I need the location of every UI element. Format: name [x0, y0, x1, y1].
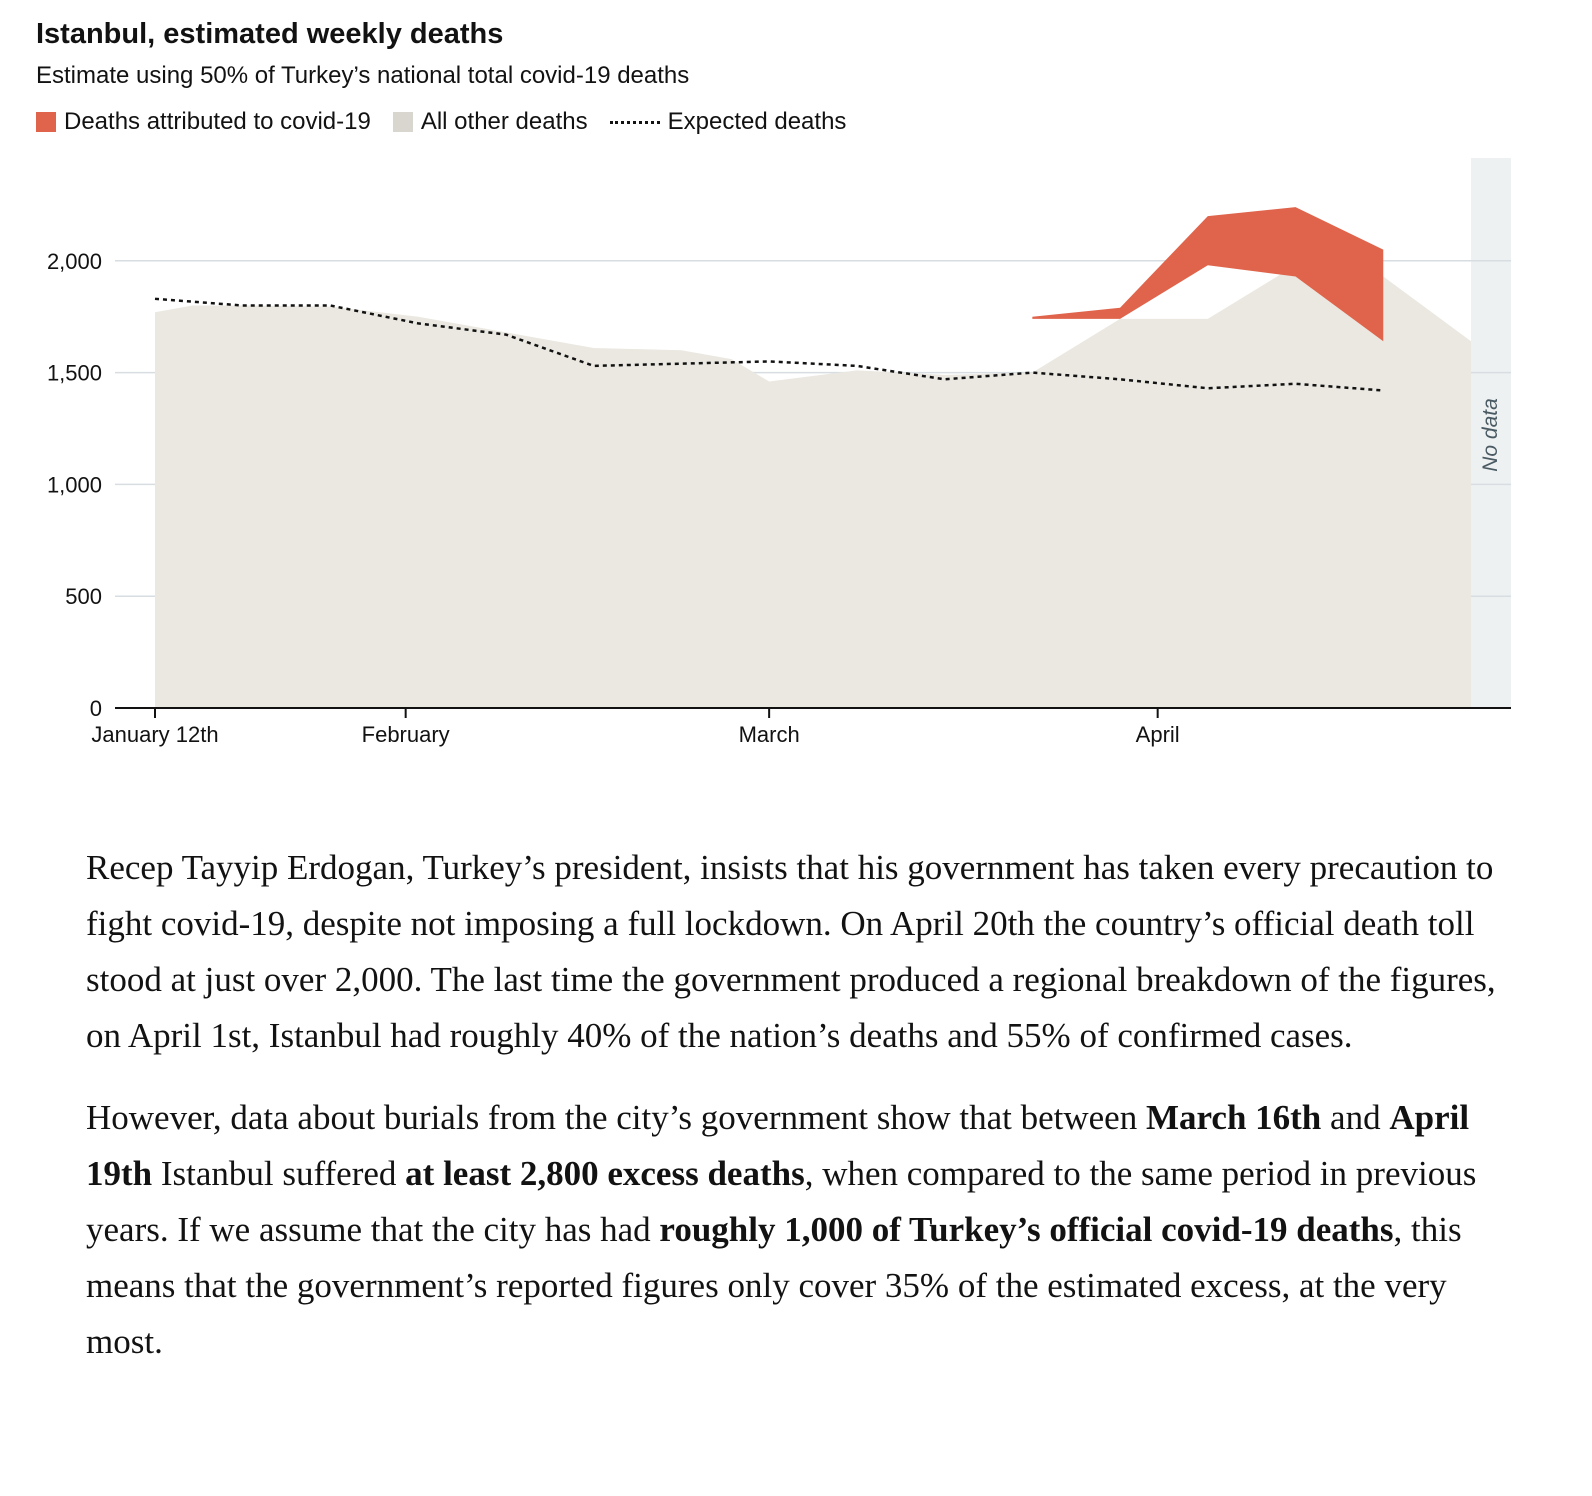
- article-paragraph-1: Recep Tayyip Erdogan, Turkey’s president…: [86, 848, 1496, 1055]
- chart-subtitle: Estimate using 50% of Turkey’s national …: [36, 62, 690, 89]
- legend-item-other: All other deaths: [392, 108, 588, 136]
- article-paragraph-2: However, data about burials from the cit…: [86, 1090, 1526, 1370]
- text-span: , when compared to the same period in pr…: [86, 1154, 1477, 1249]
- y-tick-label: 0: [90, 696, 102, 721]
- text-span: and: [1321, 1098, 1390, 1137]
- chart-legend: Deaths attributed to covid-19 All other …: [36, 108, 868, 136]
- text-span: , this means that the government’s repor…: [86, 1210, 1462, 1361]
- series-all-other-deaths-area: [155, 265, 1471, 708]
- legend-label-expected: Expected deaths: [667, 108, 847, 135]
- article-body: Recep Tayyip Erdogan, Turkey’s president…: [86, 840, 1526, 1396]
- no-data-band: [1471, 158, 1511, 708]
- legend-item-expected: Expected deaths: [609, 108, 847, 136]
- bold-text: roughly 1,000 of Turkey’s official covid…: [659, 1210, 1394, 1249]
- text-span: Istanbul suffered: [152, 1154, 406, 1193]
- legend-label-covid: Deaths attributed to covid-19: [64, 108, 371, 135]
- y-tick-label: 1,500: [47, 361, 102, 386]
- bold-text: March 16th: [1145, 1098, 1322, 1137]
- no-data-label: No data: [1479, 398, 1502, 472]
- legend-item-covid: Deaths attributed to covid-19: [36, 108, 371, 136]
- x-tick-label: April: [1136, 722, 1180, 747]
- x-tick-label: January 12th: [91, 722, 218, 747]
- text-span: However, data about burials from the cit…: [86, 1098, 1146, 1137]
- legend-swatch-other: [392, 112, 413, 132]
- y-tick-label: 1,000: [47, 472, 102, 497]
- x-tick-label: February: [362, 722, 450, 747]
- x-tick-label: March: [739, 722, 800, 747]
- y-tick-label: 2,000: [47, 249, 102, 274]
- series-covid-deaths-area: [1032, 207, 1384, 342]
- legend-swatch-covid: [36, 112, 56, 132]
- y-tick-label: 500: [65, 584, 102, 609]
- legend-label-other: All other deaths: [420, 108, 588, 135]
- chart-title: Istanbul, estimated weekly deaths: [36, 18, 504, 50]
- legend-swatch-expected: [609, 120, 660, 124]
- bold-text: April 19th: [86, 1098, 1470, 1193]
- series-expected-deaths-line: [154, 297, 1384, 392]
- bold-text: at least 2,800 excess deaths: [405, 1154, 805, 1193]
- chart-plot: 0 500 1,000 1,500 2,000 January 12th February M…: [47, 158, 1511, 747]
